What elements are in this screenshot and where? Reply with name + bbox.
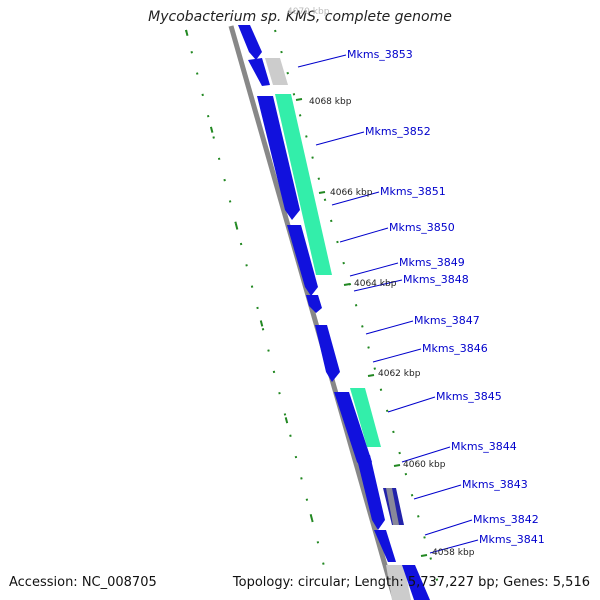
gene-arrow-3843-dark	[386, 488, 399, 525]
gene-label[interactable]: Mkms_3842	[473, 513, 539, 526]
gene-3845-rna	[350, 388, 381, 447]
gene-arrow-3853-left	[248, 58, 270, 86]
kbp-marker: 4062 kbp	[378, 369, 421, 379]
gene-label[interactable]: Mkms_3850	[389, 221, 455, 234]
gene-features	[238, 25, 430, 600]
gene-arrow-3840	[402, 565, 430, 600]
kbp-marker: 4068 kbp	[309, 97, 352, 107]
kbp-marker: 4070 kbp	[287, 7, 330, 17]
gene-arrow-3845	[334, 392, 372, 472]
gene-label[interactable]: Mkms_3849	[399, 256, 465, 269]
genome-backbone	[228, 25, 398, 600]
leader-lines	[297, 54, 479, 554]
kbp-marker: 4064 kbp	[354, 279, 397, 289]
gene-label[interactable]: Mkms_3851	[380, 185, 446, 198]
gene-3852-rna	[275, 94, 332, 275]
gene-label[interactable]: Mkms_3852	[365, 125, 431, 138]
map-title: Mycobacterium sp. KMS, complete genome	[148, 9, 452, 25]
gene-arrow-3853-pseudo	[265, 58, 288, 85]
gene-label[interactable]: Mkms_3845	[436, 390, 502, 403]
gene-label[interactable]: Mkms_3846	[422, 342, 488, 355]
gene-label[interactable]: Mkms_3848	[403, 273, 469, 286]
gene-label[interactable]: Mkms_3841	[479, 533, 545, 546]
gene-label[interactable]: Mkms_3847	[414, 314, 480, 327]
tick-line-right	[274, 29, 441, 591]
kbp-marker: 4066 kbp	[330, 188, 373, 198]
kbp-marker: 4060 kbp	[403, 460, 446, 470]
kbp-markers: 4070 kbp 4068 kbp 4066 kbp 4064 kbp 4062…	[287, 7, 475, 558]
gene-arrow-3841	[386, 565, 411, 600]
gene-arrow-3854	[238, 25, 262, 60]
gene-arrow-3850	[306, 295, 322, 313]
gene-label[interactable]: Mkms_3844	[451, 440, 517, 453]
gene-label[interactable]: Mkms_3853	[347, 48, 413, 61]
accession-text: Accession: NC_008705	[9, 575, 157, 590]
gene-arrow-3851	[287, 225, 318, 296]
gene-arrow-3844	[356, 455, 385, 530]
gene-arrow-3852	[257, 96, 300, 220]
kbp-marker: 4058 kbp	[432, 548, 475, 558]
gene-labels: Mkms_3853 Mkms_3852 Mkms_3851 Mkms_3850 …	[347, 48, 545, 546]
gene-arrow-3847	[315, 325, 340, 382]
gene-arrow-3842	[374, 530, 396, 562]
genome-summary-text: Topology: circular; Length: 5,737,227 bp…	[232, 575, 590, 590]
gene-label[interactable]: Mkms_3843	[462, 478, 528, 491]
